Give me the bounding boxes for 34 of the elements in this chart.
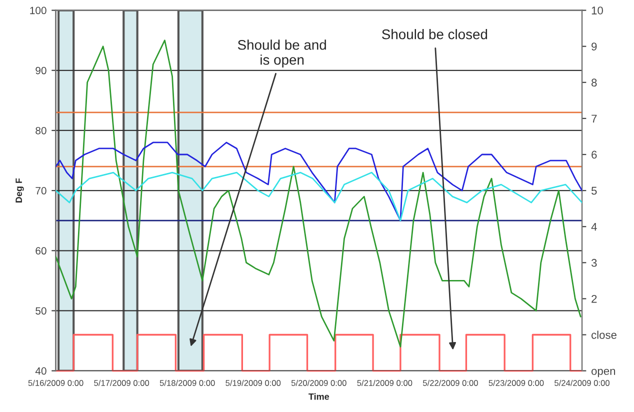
annotation: Should be closed <box>382 29 488 40</box>
x-tick-label: 5/20/2009 0:00 <box>291 380 346 386</box>
y-axis-title: Deg F <box>16 178 24 202</box>
annotation: Should be and is open <box>238 40 326 68</box>
y2-tick-label: close <box>592 330 616 339</box>
line-series <box>56 172 582 222</box>
x-tick-label: 5/19/2009 0:00 <box>226 380 281 386</box>
x-tick-label: 5/24/2009 0:00 <box>554 380 610 386</box>
x-tick-label: 5/16/2009 0:00 <box>28 380 84 386</box>
x-tick-label: 5/17/2009 0:00 <box>94 380 150 386</box>
x-tick-label: 5/23/2009 0:00 <box>488 380 544 386</box>
x-tick-label: 5/22/2009 0:00 <box>422 380 478 386</box>
x-tick-label: 5/21/2009 0:00 <box>357 380 412 386</box>
x-axis-title: Time <box>308 393 330 400</box>
line-series <box>56 142 582 222</box>
y-tick-label: 60 <box>36 247 46 255</box>
x-tick-label: 5/18/2009 0:00 <box>160 380 215 386</box>
line-series <box>56 40 582 348</box>
y-tick-label: 100 <box>30 6 46 14</box>
y-tick-label: 80 <box>36 126 46 134</box>
y-tick-label: 70 <box>36 187 46 194</box>
y2-tick-label: 4 <box>591 222 597 231</box>
y-tick-label: 50 <box>36 307 46 315</box>
y2-tick-label: 10 <box>592 6 603 14</box>
y-tick-label: 40 <box>35 367 46 375</box>
y2-tick-label: open <box>592 368 616 378</box>
y2-tick-label: 6 <box>592 150 597 159</box>
y2-tick-label: 5 <box>591 186 597 195</box>
y2-tick-label: 9 <box>592 42 597 50</box>
y2-tick-label: 3 <box>591 258 597 267</box>
y2-tick-label: 2 <box>592 294 597 303</box>
y-tick-label: 90 <box>36 66 46 74</box>
y2-tick-label: 8 <box>592 78 597 87</box>
y2-tick-label: 7 <box>592 114 597 122</box>
